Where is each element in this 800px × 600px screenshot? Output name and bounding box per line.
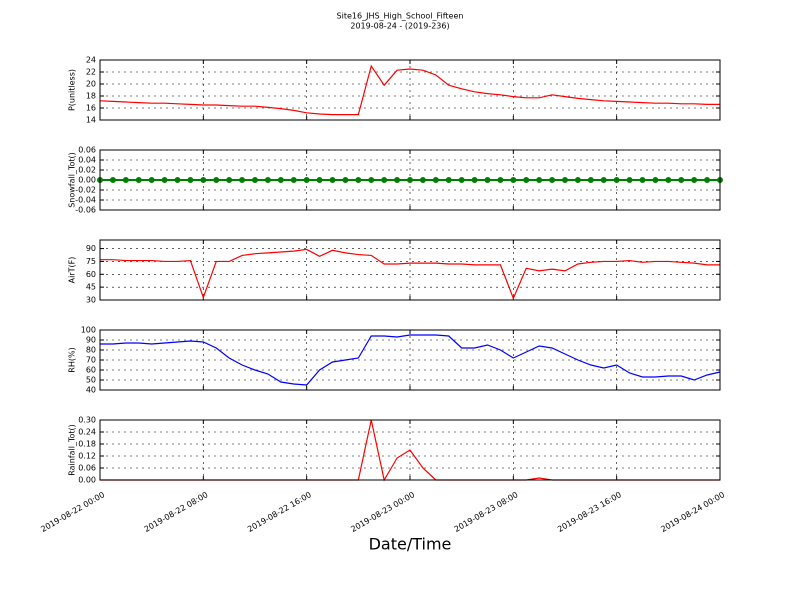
y-axis-label: AirT(F) bbox=[68, 257, 77, 284]
y-axis-label: Rainfall_Tot() bbox=[68, 424, 77, 476]
y-tick-label: 0.02 bbox=[78, 166, 96, 175]
y-tick-label: 90 bbox=[86, 336, 96, 345]
figure-subtitle: 2019-08-24 - (2019-236) bbox=[350, 22, 449, 31]
y-tick-label: 22 bbox=[86, 68, 96, 77]
data-point bbox=[678, 177, 685, 183]
data-point bbox=[510, 177, 517, 183]
data-point bbox=[445, 177, 452, 183]
data-point bbox=[200, 177, 207, 183]
data-point bbox=[277, 177, 284, 183]
data-point bbox=[148, 177, 155, 183]
data-point bbox=[303, 177, 310, 183]
y-tick-label: 0.00 bbox=[78, 476, 96, 485]
data-point bbox=[562, 177, 568, 183]
figure-title: Site16_JHS_High_School_Fifteen bbox=[337, 12, 464, 21]
y-axis-label: RH(%) bbox=[68, 347, 77, 372]
data-point bbox=[613, 177, 620, 183]
y-tick-label: 0.12 bbox=[78, 452, 96, 461]
data-point bbox=[432, 177, 439, 183]
y-tick-label: 0.18 bbox=[78, 440, 96, 449]
data-point bbox=[691, 177, 698, 183]
data-point bbox=[549, 177, 556, 183]
y-tick-label: 14 bbox=[86, 116, 96, 125]
plot-frame bbox=[99, 419, 721, 481]
y-tick-label: -0.06 bbox=[75, 206, 96, 215]
data-point bbox=[484, 177, 491, 183]
data-point bbox=[135, 177, 142, 183]
y-tick-label: 60 bbox=[86, 270, 96, 279]
y-tick-label: 75 bbox=[86, 257, 96, 266]
y-tick-label: 0.00 bbox=[78, 176, 96, 185]
data-point bbox=[497, 177, 504, 183]
plot-frame bbox=[99, 239, 721, 301]
y-tick-label: -0.02 bbox=[75, 186, 96, 195]
y-tick-label: 80 bbox=[86, 346, 96, 355]
data-point bbox=[536, 177, 543, 183]
data-point bbox=[187, 177, 194, 183]
plot-frame bbox=[99, 329, 721, 391]
data-point bbox=[419, 177, 426, 183]
data-point bbox=[652, 177, 659, 183]
y-tick-label: 100 bbox=[81, 326, 96, 335]
data-point bbox=[174, 177, 181, 183]
data-point bbox=[704, 177, 711, 183]
data-point bbox=[639, 177, 646, 183]
data-point bbox=[290, 177, 297, 183]
data-point bbox=[161, 177, 168, 183]
y-tick-label: 16 bbox=[86, 104, 96, 113]
y-tick-label: 24 bbox=[86, 56, 96, 65]
y-tick-label: 0.24 bbox=[78, 428, 96, 437]
y-tick-label: 90 bbox=[86, 244, 96, 253]
data-point bbox=[264, 177, 271, 183]
data-point bbox=[587, 177, 594, 183]
y-tick-label: 0.06 bbox=[78, 146, 96, 155]
data-point bbox=[213, 177, 220, 183]
data-point bbox=[239, 177, 246, 183]
data-point bbox=[252, 177, 258, 183]
data-point bbox=[342, 177, 349, 183]
data-point bbox=[329, 177, 336, 183]
plot-frame bbox=[99, 149, 721, 211]
y-tick-label: 20 bbox=[86, 80, 96, 89]
y-axis-label: P(unitless) bbox=[68, 69, 77, 111]
data-point bbox=[665, 177, 672, 183]
y-tick-label: 0.06 bbox=[78, 464, 96, 473]
y-tick-label: 0.30 bbox=[78, 416, 96, 425]
data-point bbox=[122, 177, 129, 183]
data-point bbox=[626, 177, 633, 183]
y-tick-label: 18 bbox=[86, 92, 96, 101]
data-point bbox=[574, 177, 581, 183]
data-point bbox=[109, 177, 116, 183]
data-point bbox=[523, 177, 530, 183]
y-tick-label: 40 bbox=[86, 386, 96, 395]
data-point bbox=[355, 177, 362, 183]
data-point bbox=[600, 177, 607, 183]
data-point bbox=[407, 177, 413, 183]
data-point bbox=[458, 177, 465, 183]
y-tick-label: 30 bbox=[86, 296, 96, 305]
y-tick-label: -0.04 bbox=[75, 196, 96, 205]
y-tick-label: 50 bbox=[86, 376, 96, 385]
data-point bbox=[381, 177, 388, 183]
y-tick-label: 45 bbox=[86, 283, 96, 292]
x-axis-label: Date/Time bbox=[369, 535, 452, 554]
y-tick-label: 0.04 bbox=[78, 156, 96, 165]
data-point bbox=[368, 177, 375, 183]
data-point bbox=[226, 177, 233, 183]
data-line bbox=[99, 64, 720, 116]
data-line bbox=[100, 334, 721, 386]
data-line bbox=[100, 248, 720, 300]
y-axis-label: Snowfall_Tot() bbox=[68, 152, 77, 208]
y-tick-label: 60 bbox=[86, 366, 96, 375]
y-tick-label: 70 bbox=[86, 356, 96, 365]
data-point bbox=[471, 177, 478, 183]
data-point bbox=[394, 177, 401, 183]
data-point bbox=[316, 177, 323, 183]
plot-frame bbox=[99, 59, 721, 121]
